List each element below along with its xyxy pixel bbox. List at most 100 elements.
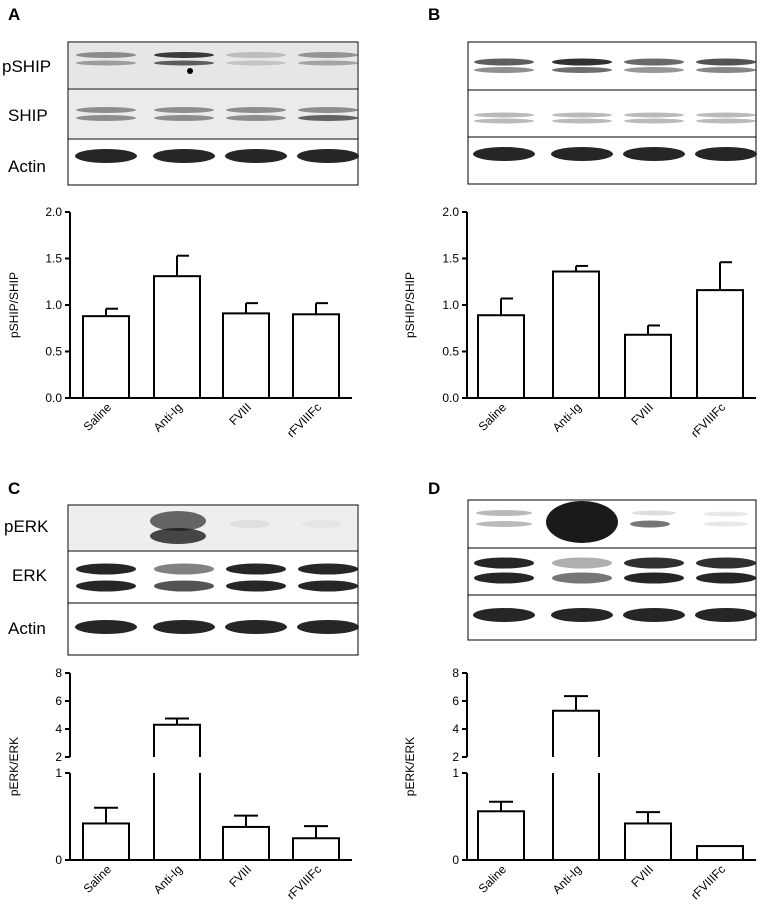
bar bbox=[624, 822, 672, 862]
bar-upper bbox=[153, 723, 201, 757]
x-tick-label: rFVIIIFc bbox=[688, 400, 728, 440]
blot-band bbox=[154, 107, 214, 113]
bar bbox=[222, 312, 270, 399]
blot-band bbox=[153, 149, 215, 163]
blot-band bbox=[624, 112, 684, 118]
blot-band bbox=[75, 620, 137, 634]
y-tick-label: 4 bbox=[55, 722, 62, 736]
blot-band bbox=[154, 115, 214, 121]
y-tick-label: 1.0 bbox=[442, 298, 459, 312]
x-tick-label: Anti-Ig bbox=[550, 862, 584, 896]
blot-band bbox=[474, 572, 534, 584]
y-tick-label: 0 bbox=[452, 853, 459, 867]
bar bbox=[82, 822, 130, 862]
blot-label-actin-a: Actin bbox=[8, 157, 46, 176]
blot-band bbox=[552, 557, 612, 569]
blot-band bbox=[476, 521, 532, 527]
y-tick-label: 2.0 bbox=[45, 205, 62, 219]
blot-band bbox=[226, 60, 286, 66]
y-tick-label: 0.5 bbox=[45, 345, 62, 359]
blot-box-pship-b bbox=[467, 41, 757, 91]
blot-band bbox=[76, 115, 136, 121]
chart-D: 0 1 2 4 6 8 pERK/ERK Saline Anti-Ig FVIII rFVIIIFc bbox=[403, 666, 756, 902]
blot-band bbox=[226, 107, 286, 113]
blot-band bbox=[552, 58, 612, 66]
blot-band bbox=[298, 115, 358, 121]
y-axis-label: pERK/ERK bbox=[7, 737, 21, 796]
y-tick-label: 0.0 bbox=[45, 391, 62, 405]
bar-charts: 0.0 0.5 1.0 1.5 2.0 pSHIP/SHIP Saline Anti-Ig FV… bbox=[7, 205, 756, 902]
blot-band bbox=[624, 58, 684, 66]
blot-bg-ship-a bbox=[69, 90, 357, 138]
blot-band bbox=[298, 60, 358, 66]
blot-bg-pship-a bbox=[69, 43, 357, 88]
blot-band bbox=[226, 580, 286, 592]
y-tick-label: 2.0 bbox=[442, 205, 459, 219]
blot-band bbox=[696, 118, 756, 124]
blot-band bbox=[551, 608, 613, 622]
blot-band bbox=[552, 67, 612, 73]
blot-band bbox=[704, 511, 748, 517]
blot-box-erk-c bbox=[67, 550, 359, 604]
blot-band bbox=[226, 563, 286, 575]
blot-label-actin-c: Actin bbox=[8, 619, 46, 638]
western-blots bbox=[67, 41, 757, 656]
blot-band bbox=[230, 520, 270, 528]
blot-band bbox=[298, 52, 358, 58]
blot-band bbox=[623, 608, 685, 622]
blot-band bbox=[476, 510, 532, 516]
bar bbox=[82, 315, 130, 399]
y-axis-label: pSHIP/SHIP bbox=[403, 272, 417, 338]
panel-letter-d: D bbox=[428, 479, 440, 498]
bar bbox=[696, 845, 744, 862]
blot-band bbox=[624, 118, 684, 124]
bar bbox=[696, 289, 744, 399]
x-tick-label: rFVIIIFc bbox=[284, 862, 324, 902]
blot-label-erk: ERK bbox=[12, 566, 48, 585]
blot-band bbox=[153, 620, 215, 634]
chart-C: 0 1 2 4 6 8 pERK/ERK Saline Anti-Ig FVIII rFVIIIFc bbox=[7, 666, 352, 902]
blot-band bbox=[297, 149, 359, 163]
y-tick-label: 8 bbox=[452, 666, 459, 680]
blot-band bbox=[298, 107, 358, 113]
blot-band bbox=[154, 563, 214, 575]
panel-letter-b: B bbox=[428, 5, 440, 24]
bar bbox=[624, 333, 672, 400]
blot-band bbox=[474, 58, 534, 66]
bar-lower bbox=[153, 773, 201, 861]
blot-band bbox=[154, 52, 214, 58]
blot-band bbox=[225, 149, 287, 163]
y-tick-label: 1.5 bbox=[45, 252, 62, 266]
blot-band bbox=[225, 620, 287, 634]
blot-band bbox=[696, 112, 756, 118]
y-tick-label: 0.0 bbox=[442, 391, 459, 405]
blot-band bbox=[630, 520, 670, 528]
blot-band bbox=[76, 52, 136, 58]
blot-band bbox=[696, 58, 756, 66]
bar bbox=[292, 313, 340, 399]
y-tick-label: 1.0 bbox=[45, 298, 62, 312]
y-axis-label: pSHIP/SHIP bbox=[7, 272, 21, 338]
panel-letter-c: C bbox=[8, 479, 20, 498]
y-tick-label: 2 bbox=[55, 750, 62, 764]
panel-letter-a: A bbox=[8, 5, 20, 24]
blot-box-ship-b bbox=[467, 89, 757, 138]
x-tick-label: Anti-Ig bbox=[550, 400, 584, 434]
blot-band bbox=[150, 511, 206, 531]
blot-band bbox=[474, 67, 534, 73]
bar bbox=[477, 810, 525, 862]
blot-band bbox=[298, 580, 358, 592]
blot-band bbox=[76, 107, 136, 113]
y-tick-label: 1 bbox=[55, 766, 62, 780]
blot-band bbox=[696, 572, 756, 584]
blot-band bbox=[473, 147, 535, 161]
x-tick-label: rFVIIIFc bbox=[284, 400, 324, 440]
blot-band bbox=[624, 572, 684, 584]
blot-band bbox=[624, 67, 684, 73]
blot-band bbox=[150, 528, 206, 544]
blot-band bbox=[154, 580, 214, 592]
blot-label-perk: pERK bbox=[4, 517, 49, 536]
blot-band bbox=[298, 563, 358, 575]
blot-band bbox=[297, 620, 359, 634]
